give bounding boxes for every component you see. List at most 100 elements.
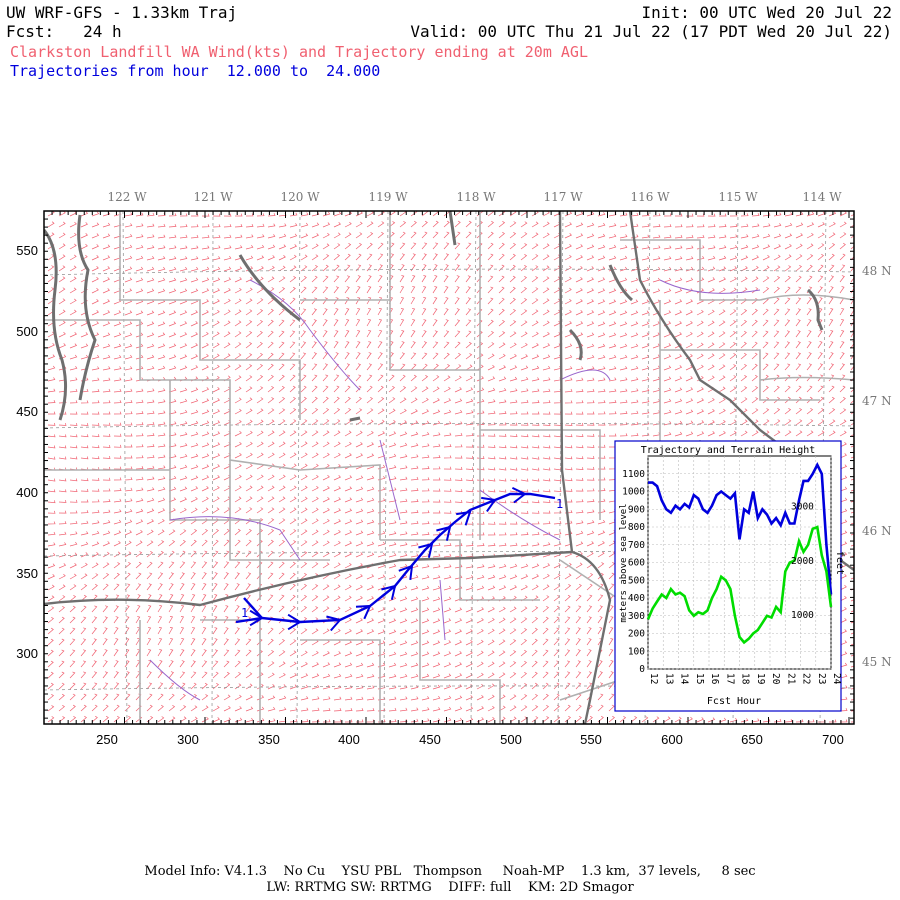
wind-barb xyxy=(377,341,383,349)
wind-barb xyxy=(245,649,252,657)
wind-barb xyxy=(828,275,834,283)
wind-barb xyxy=(542,365,551,371)
wind-barb xyxy=(597,627,603,635)
wind-barb xyxy=(245,223,254,228)
wind-barb xyxy=(564,616,571,624)
wind-barb xyxy=(267,672,275,679)
wind-barb xyxy=(597,605,603,613)
wind-barb xyxy=(762,233,771,239)
wind-barb xyxy=(432,718,441,723)
wind-barb xyxy=(125,444,133,448)
wind-barb xyxy=(520,365,529,371)
wind-barb xyxy=(311,684,320,690)
wind-barb xyxy=(839,519,848,525)
wind-barb xyxy=(784,212,793,217)
wind-barb xyxy=(289,463,297,470)
wind-barb xyxy=(201,387,210,393)
wind-barb xyxy=(58,489,67,493)
wind-barb xyxy=(608,332,617,338)
wind-barb xyxy=(586,354,595,360)
wind-barb xyxy=(553,616,560,624)
wind-barb xyxy=(630,288,639,294)
wind-barb xyxy=(91,715,98,723)
wind-barb xyxy=(498,489,507,493)
wind-barb xyxy=(58,320,66,327)
wind-barb xyxy=(806,430,814,437)
wind-barb xyxy=(586,660,592,668)
wind-barb xyxy=(773,308,780,316)
wind-barb xyxy=(223,561,230,569)
wind-barb xyxy=(289,254,297,261)
wind-barb xyxy=(498,231,505,239)
wind-barb xyxy=(487,489,496,493)
wind-barb xyxy=(113,715,120,723)
wind-barb xyxy=(267,308,274,316)
wind-barb xyxy=(366,607,374,613)
wind-barb xyxy=(586,255,595,261)
wind-barb xyxy=(531,563,540,569)
wind-barb xyxy=(443,352,450,360)
wind-barb xyxy=(465,532,474,536)
wind-barb xyxy=(69,520,78,525)
wind-barb xyxy=(289,419,297,426)
wind-barb xyxy=(102,704,109,712)
inset-x-tick: 17 xyxy=(724,673,735,684)
y-tick-label: 300 xyxy=(16,646,38,661)
x-tick-label: 400 xyxy=(338,732,360,747)
wind-barb xyxy=(817,297,823,305)
wind-barb xyxy=(762,363,769,371)
wind-barb xyxy=(498,286,505,294)
wind-barb xyxy=(300,330,306,338)
wind-barb xyxy=(179,594,185,602)
wind-barb xyxy=(80,343,89,349)
wind-barb xyxy=(146,497,155,503)
wind-barb xyxy=(663,421,672,426)
wind-barb xyxy=(289,572,296,580)
wind-barb xyxy=(245,550,252,558)
wind-barb xyxy=(432,673,441,679)
wind-barb xyxy=(784,222,793,228)
wind-barb xyxy=(388,574,397,580)
wind-barb xyxy=(509,342,517,349)
wind-barb xyxy=(124,366,133,371)
wind-barb xyxy=(773,341,780,349)
wind-barb xyxy=(575,704,582,712)
inset-x-tick: 18 xyxy=(740,673,751,685)
wind-barb xyxy=(586,466,595,470)
wind-barb xyxy=(531,682,538,690)
wind-barb xyxy=(212,409,220,415)
wind-barb xyxy=(509,467,518,471)
wind-barb xyxy=(201,627,207,635)
wind-barb xyxy=(190,234,199,239)
wind-barb xyxy=(157,682,164,690)
wind-barb xyxy=(421,673,430,679)
wind-barb xyxy=(498,365,506,371)
wind-barb xyxy=(300,452,308,459)
wind-barb xyxy=(278,430,286,437)
wind-barb xyxy=(311,584,319,591)
wind-barb xyxy=(58,265,66,272)
wind-barb xyxy=(344,617,352,624)
wind-barb xyxy=(168,583,174,591)
wind-barb xyxy=(520,467,529,471)
wind-barb xyxy=(344,385,351,393)
wind-barb xyxy=(135,245,144,250)
wind-barb xyxy=(344,452,352,459)
wind-barb xyxy=(839,508,848,514)
wind-barb xyxy=(597,704,604,712)
wind-barb xyxy=(421,308,427,316)
wind-barb xyxy=(289,223,298,228)
wind-barb xyxy=(575,211,584,217)
wind-barb xyxy=(454,478,463,481)
wind-barb xyxy=(311,430,319,437)
wind-barb xyxy=(245,561,252,569)
wind-barb xyxy=(597,562,605,569)
wind-barb xyxy=(267,539,274,547)
wind-barb xyxy=(839,497,848,503)
wind-barb xyxy=(784,319,791,327)
wind-barb xyxy=(102,541,110,547)
wind-barb xyxy=(300,308,307,316)
wind-barb xyxy=(630,245,639,250)
inset-x-tick: 19 xyxy=(755,673,766,685)
wind-barb xyxy=(839,232,847,239)
